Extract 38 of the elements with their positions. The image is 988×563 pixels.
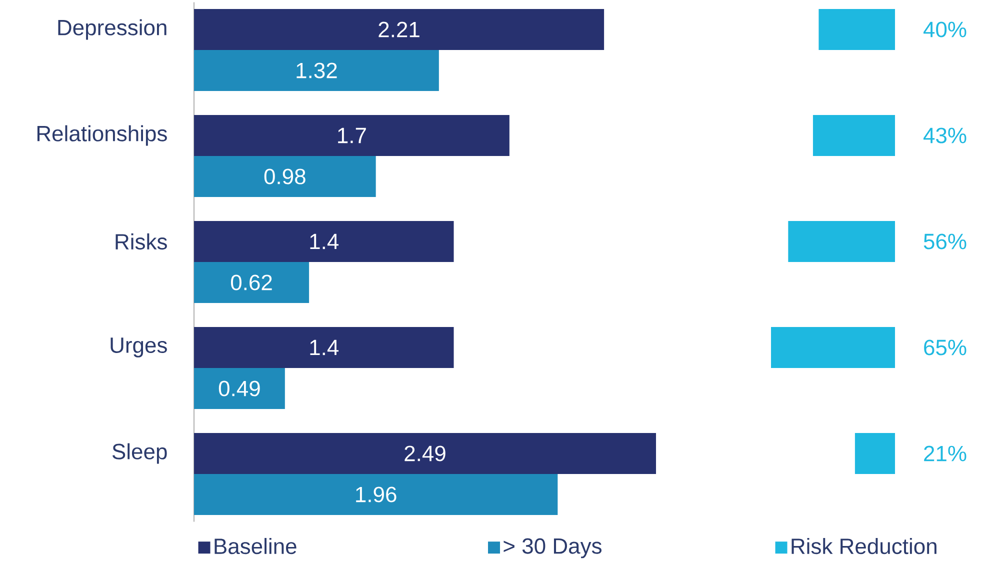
bar (812, 115, 896, 156)
bar (194, 115, 510, 156)
data-label: 1.4 (310, 340, 339, 356)
data-label: 1.4 (310, 234, 339, 250)
y-tick-label: Relationships (37, 125, 167, 146)
data-label: 0.49 (218, 380, 260, 397)
y-tick-label: Depression (58, 19, 166, 40)
bar (194, 50, 439, 92)
data-label: 2.21 (378, 22, 420, 38)
data-label: 21% (924, 446, 966, 462)
data-label: 1.96 (356, 486, 396, 503)
bar (194, 327, 454, 368)
bar (194, 262, 310, 304)
bar (194, 156, 376, 198)
y-tick-label: Sleep (112, 443, 167, 464)
legend-label: > 30 Days (504, 538, 602, 558)
data-label: 65% (924, 340, 966, 356)
bar (194, 221, 454, 262)
bar (194, 368, 285, 410)
data-label: 40% (923, 22, 966, 38)
bar (854, 433, 896, 474)
data-label: 1.32 (296, 62, 337, 79)
data-label: 0.98 (264, 168, 306, 185)
bar (788, 221, 896, 262)
bar (194, 9, 604, 50)
bar (818, 9, 896, 50)
data-label: 2.49 (404, 446, 446, 462)
y-tick-label: Risks (116, 234, 167, 250)
data-label: 1.7 (338, 128, 366, 144)
data-label: 56% (924, 234, 966, 250)
bar (771, 327, 896, 368)
bar (194, 433, 656, 474)
y-tick-label: Urges (110, 338, 167, 358)
bar (194, 474, 558, 516)
data-label: 0.62 (230, 274, 272, 291)
legend-label: Baseline (214, 538, 296, 554)
legend-label: Risk Reduction (792, 538, 936, 554)
data-label: 43% (923, 128, 966, 144)
